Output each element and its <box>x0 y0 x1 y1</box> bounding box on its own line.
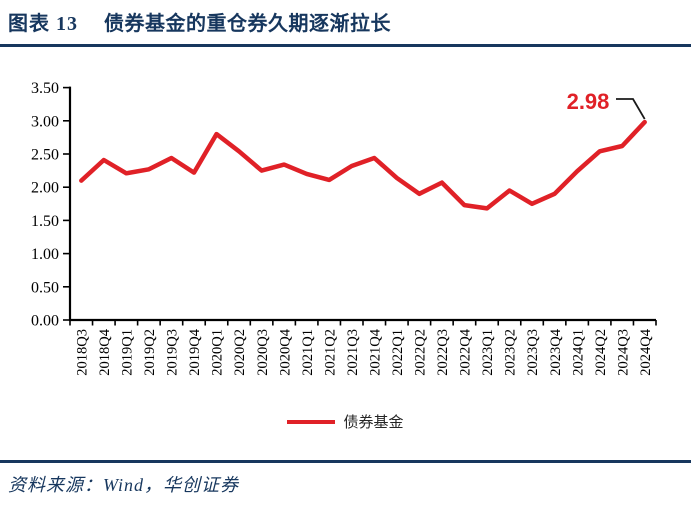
y-tick-label: 0.00 <box>31 313 59 330</box>
x-tick-label: 2023Q3 <box>525 329 541 376</box>
y-tick-label: 2.50 <box>31 147 59 164</box>
y-tick-label: 3.50 <box>31 80 59 97</box>
line-chart: 0.00 0.50 1.00 1.50 2.00 2.50 3.00 3.50 2018Q3 20… <box>31 80 657 376</box>
x-tick-label: 2024Q1 <box>570 329 586 376</box>
figure-title: 债券基金的重仓券久期逐渐拉长 <box>104 13 391 35</box>
source-note: 资料来源：Wind，华创证券 <box>8 475 240 495</box>
x-tick-label: 2021Q2 <box>322 329 338 376</box>
axis-lines <box>68 86 656 322</box>
x-tick-label: 2024Q4 <box>638 328 654 375</box>
y-tick-label: 3.00 <box>31 113 59 130</box>
x-tick-label: 2019Q4 <box>187 328 203 375</box>
x-tick-label: 2018Q4 <box>97 328 113 375</box>
x-tick-label: 2021Q1 <box>300 329 316 376</box>
figure-number: 图表 13 <box>8 13 78 35</box>
legend-line-swatch <box>287 419 336 424</box>
y-tick-label: 1.50 <box>31 213 59 230</box>
endpoint-value-label: 2.98 <box>566 89 610 114</box>
x-tick-label: 2020Q3 <box>255 329 271 376</box>
data-line <box>79 119 647 211</box>
x-tick-label: 2020Q1 <box>210 329 226 376</box>
x-tick-label: 2024Q2 <box>593 329 609 376</box>
y-tick-label: 1.00 <box>31 246 59 263</box>
x-tick-label: 2019Q1 <box>120 329 136 376</box>
x-tick-label: 2019Q2 <box>142 329 158 376</box>
x-tick-label: 2022Q4 <box>458 328 474 375</box>
x-tick-label: 2022Q1 <box>390 329 406 376</box>
header-rule <box>0 44 691 47</box>
x-tick-label: 2024Q3 <box>615 329 631 376</box>
x-tick-label: 2023Q2 <box>503 329 519 376</box>
x-tick-label: 2023Q4 <box>548 328 564 375</box>
footer-rule <box>0 460 691 463</box>
x-tick-label: 2019Q3 <box>165 329 181 376</box>
x-tick-label: 2020Q4 <box>277 328 293 375</box>
y-tick-label: 2.00 <box>31 180 59 197</box>
x-tick-label: 2021Q3 <box>345 329 361 376</box>
y-tick-label: 0.50 <box>31 279 59 296</box>
x-tick-label: 2018Q3 <box>74 329 90 376</box>
chart-legend: 债券基金 <box>0 411 691 432</box>
legend-label: 债券基金 <box>343 414 404 431</box>
x-tick-label: 2021Q4 <box>367 328 383 375</box>
x-tick-label: 2022Q2 <box>413 329 429 376</box>
x-tick-label: 2022Q3 <box>435 329 451 376</box>
x-tick-label: 2023Q1 <box>480 329 496 376</box>
x-tick-label: 2020Q2 <box>232 329 248 376</box>
figure-caption: 图表 13 债券基金的重仓券久期逐渐拉长 <box>8 7 683 36</box>
callout-line <box>616 98 646 120</box>
